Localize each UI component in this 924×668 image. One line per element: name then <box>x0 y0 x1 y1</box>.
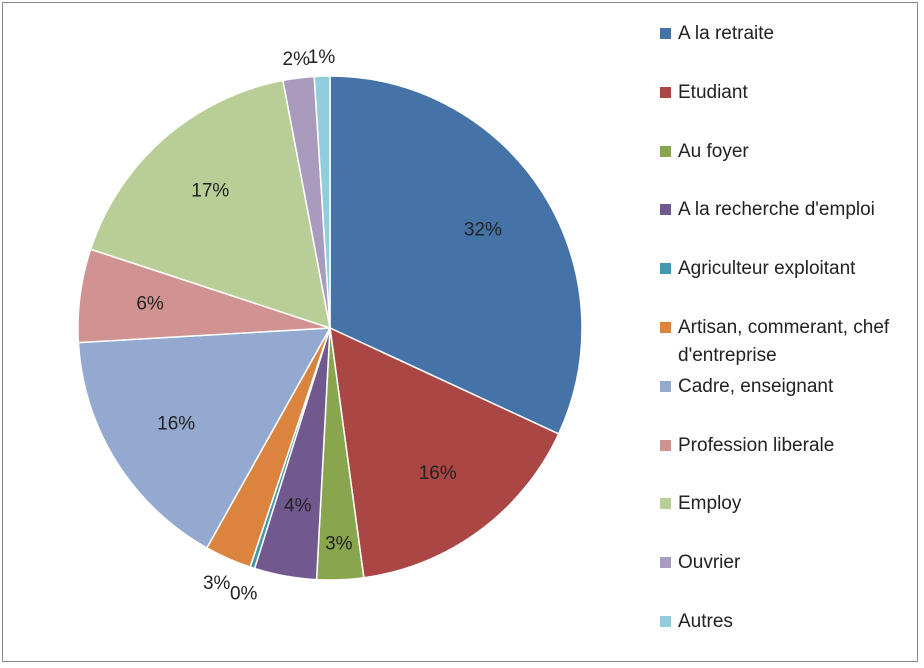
chart-frame <box>2 2 918 662</box>
data-label: 16% <box>157 413 195 434</box>
legend-label: Profession liberale <box>678 434 835 456</box>
legend-label: A la recherche d'emploi <box>678 199 875 221</box>
legend-item: Agriculteur exploitant <box>660 255 910 283</box>
legend-label: Artisan, commerant, chef d'entreprise <box>678 317 890 366</box>
legend-swatch <box>660 263 671 275</box>
legend-item: A la retraite <box>660 20 910 48</box>
pie-slice <box>329 75 583 435</box>
legend-label: Autres <box>678 611 733 632</box>
legend-label: Agriculteur exploitant <box>678 258 856 280</box>
legend-swatch <box>660 380 671 392</box>
legend-swatch <box>660 557 671 569</box>
pie-slice <box>89 79 331 330</box>
legend-item: Ouvrier <box>660 549 910 577</box>
legend-swatch <box>660 28 671 39</box>
legend-swatch <box>660 145 671 157</box>
legend-item: Autres <box>660 608 910 636</box>
legend-item: A la recherche d'emploi <box>660 196 910 224</box>
legend-swatch <box>660 498 671 510</box>
legend-label: Au foyer <box>678 140 749 162</box>
legend-item: Employ <box>660 490 910 518</box>
data-label: 4% <box>284 496 312 517</box>
data-label: 16% <box>419 463 457 484</box>
legend-swatch <box>660 439 671 451</box>
legend-item: Cadre, enseignant <box>660 373 910 401</box>
legend-item: Artisan, commerant, chef d'entreprise <box>660 314 910 370</box>
legend-item: Etudiant <box>660 79 910 107</box>
pie-slice <box>329 326 560 579</box>
legend-label: Cadre, enseignant <box>678 375 834 397</box>
pie-slice <box>77 327 332 549</box>
legend-swatch <box>660 322 671 333</box>
data-label: 0% <box>230 583 258 604</box>
legend-label: Etudiant <box>678 81 748 103</box>
legend-swatch <box>660 204 671 216</box>
data-label: 32% <box>464 219 502 240</box>
legend-swatch <box>660 86 671 98</box>
data-label: 2% <box>283 49 311 70</box>
data-label: 1% <box>308 47 336 68</box>
legend-item: Au foyer <box>660 138 910 166</box>
data-label: 3% <box>203 573 231 594</box>
data-label: 6% <box>136 293 164 314</box>
legend-label: Employ <box>678 493 742 515</box>
legend-swatch <box>660 616 671 627</box>
legend-item: Profession liberale <box>660 432 910 460</box>
data-label: 3% <box>325 534 353 555</box>
legend-label: A la retraite <box>678 23 775 44</box>
legend-label: Ouvrier <box>678 552 741 574</box>
data-label: 17% <box>191 181 229 202</box>
pie-slice <box>313 75 331 329</box>
